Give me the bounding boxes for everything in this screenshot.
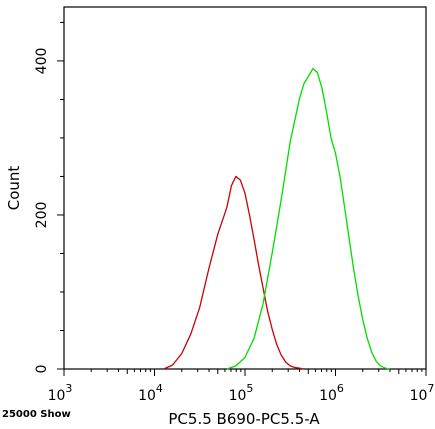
y-tick-label: 0 [34, 365, 50, 374]
y-tick-label: 400 [34, 48, 50, 75]
x-axis-tick-labels: 103 104 105 106 107 [48, 382, 435, 404]
x-tick-label-exponent: 3 [65, 382, 72, 395]
x-tick-label: 104 [138, 382, 163, 404]
x-tick-label-base: 10 [410, 388, 428, 404]
x-tick-label: 106 [319, 382, 344, 404]
series-line-1 [163, 175, 304, 370]
x-tick-label-base: 10 [138, 388, 156, 404]
y-tick-label: 200 [34, 202, 50, 229]
footer-note: 25000 Show [2, 409, 71, 420]
x-tick-label: 105 [229, 382, 254, 404]
x-tick-label-exponent: 7 [427, 382, 434, 395]
y-axis-title: Count [5, 166, 23, 211]
x-axis-title: PC5.5 B690-PC5.5-A [168, 410, 320, 428]
x-axis-ticks [63, 369, 427, 376]
x-tick-label-base: 10 [319, 388, 337, 404]
y-axis-tick-labels: 0 200 400 [34, 48, 50, 374]
x-tick-label-exponent: 5 [246, 382, 253, 395]
x-tick-label-exponent: 4 [156, 382, 163, 395]
series-layer [163, 67, 390, 370]
x-tick-label-base: 10 [48, 388, 66, 404]
x-tick-label: 107 [410, 382, 435, 404]
y-axis-ticks [57, 21, 64, 370]
x-tick-label-exponent: 6 [337, 382, 344, 395]
series-line-2 [226, 67, 390, 370]
x-tick-label: 103 [48, 382, 73, 404]
plot-frame [63, 6, 427, 370]
x-tick-label-base: 10 [229, 388, 247, 404]
